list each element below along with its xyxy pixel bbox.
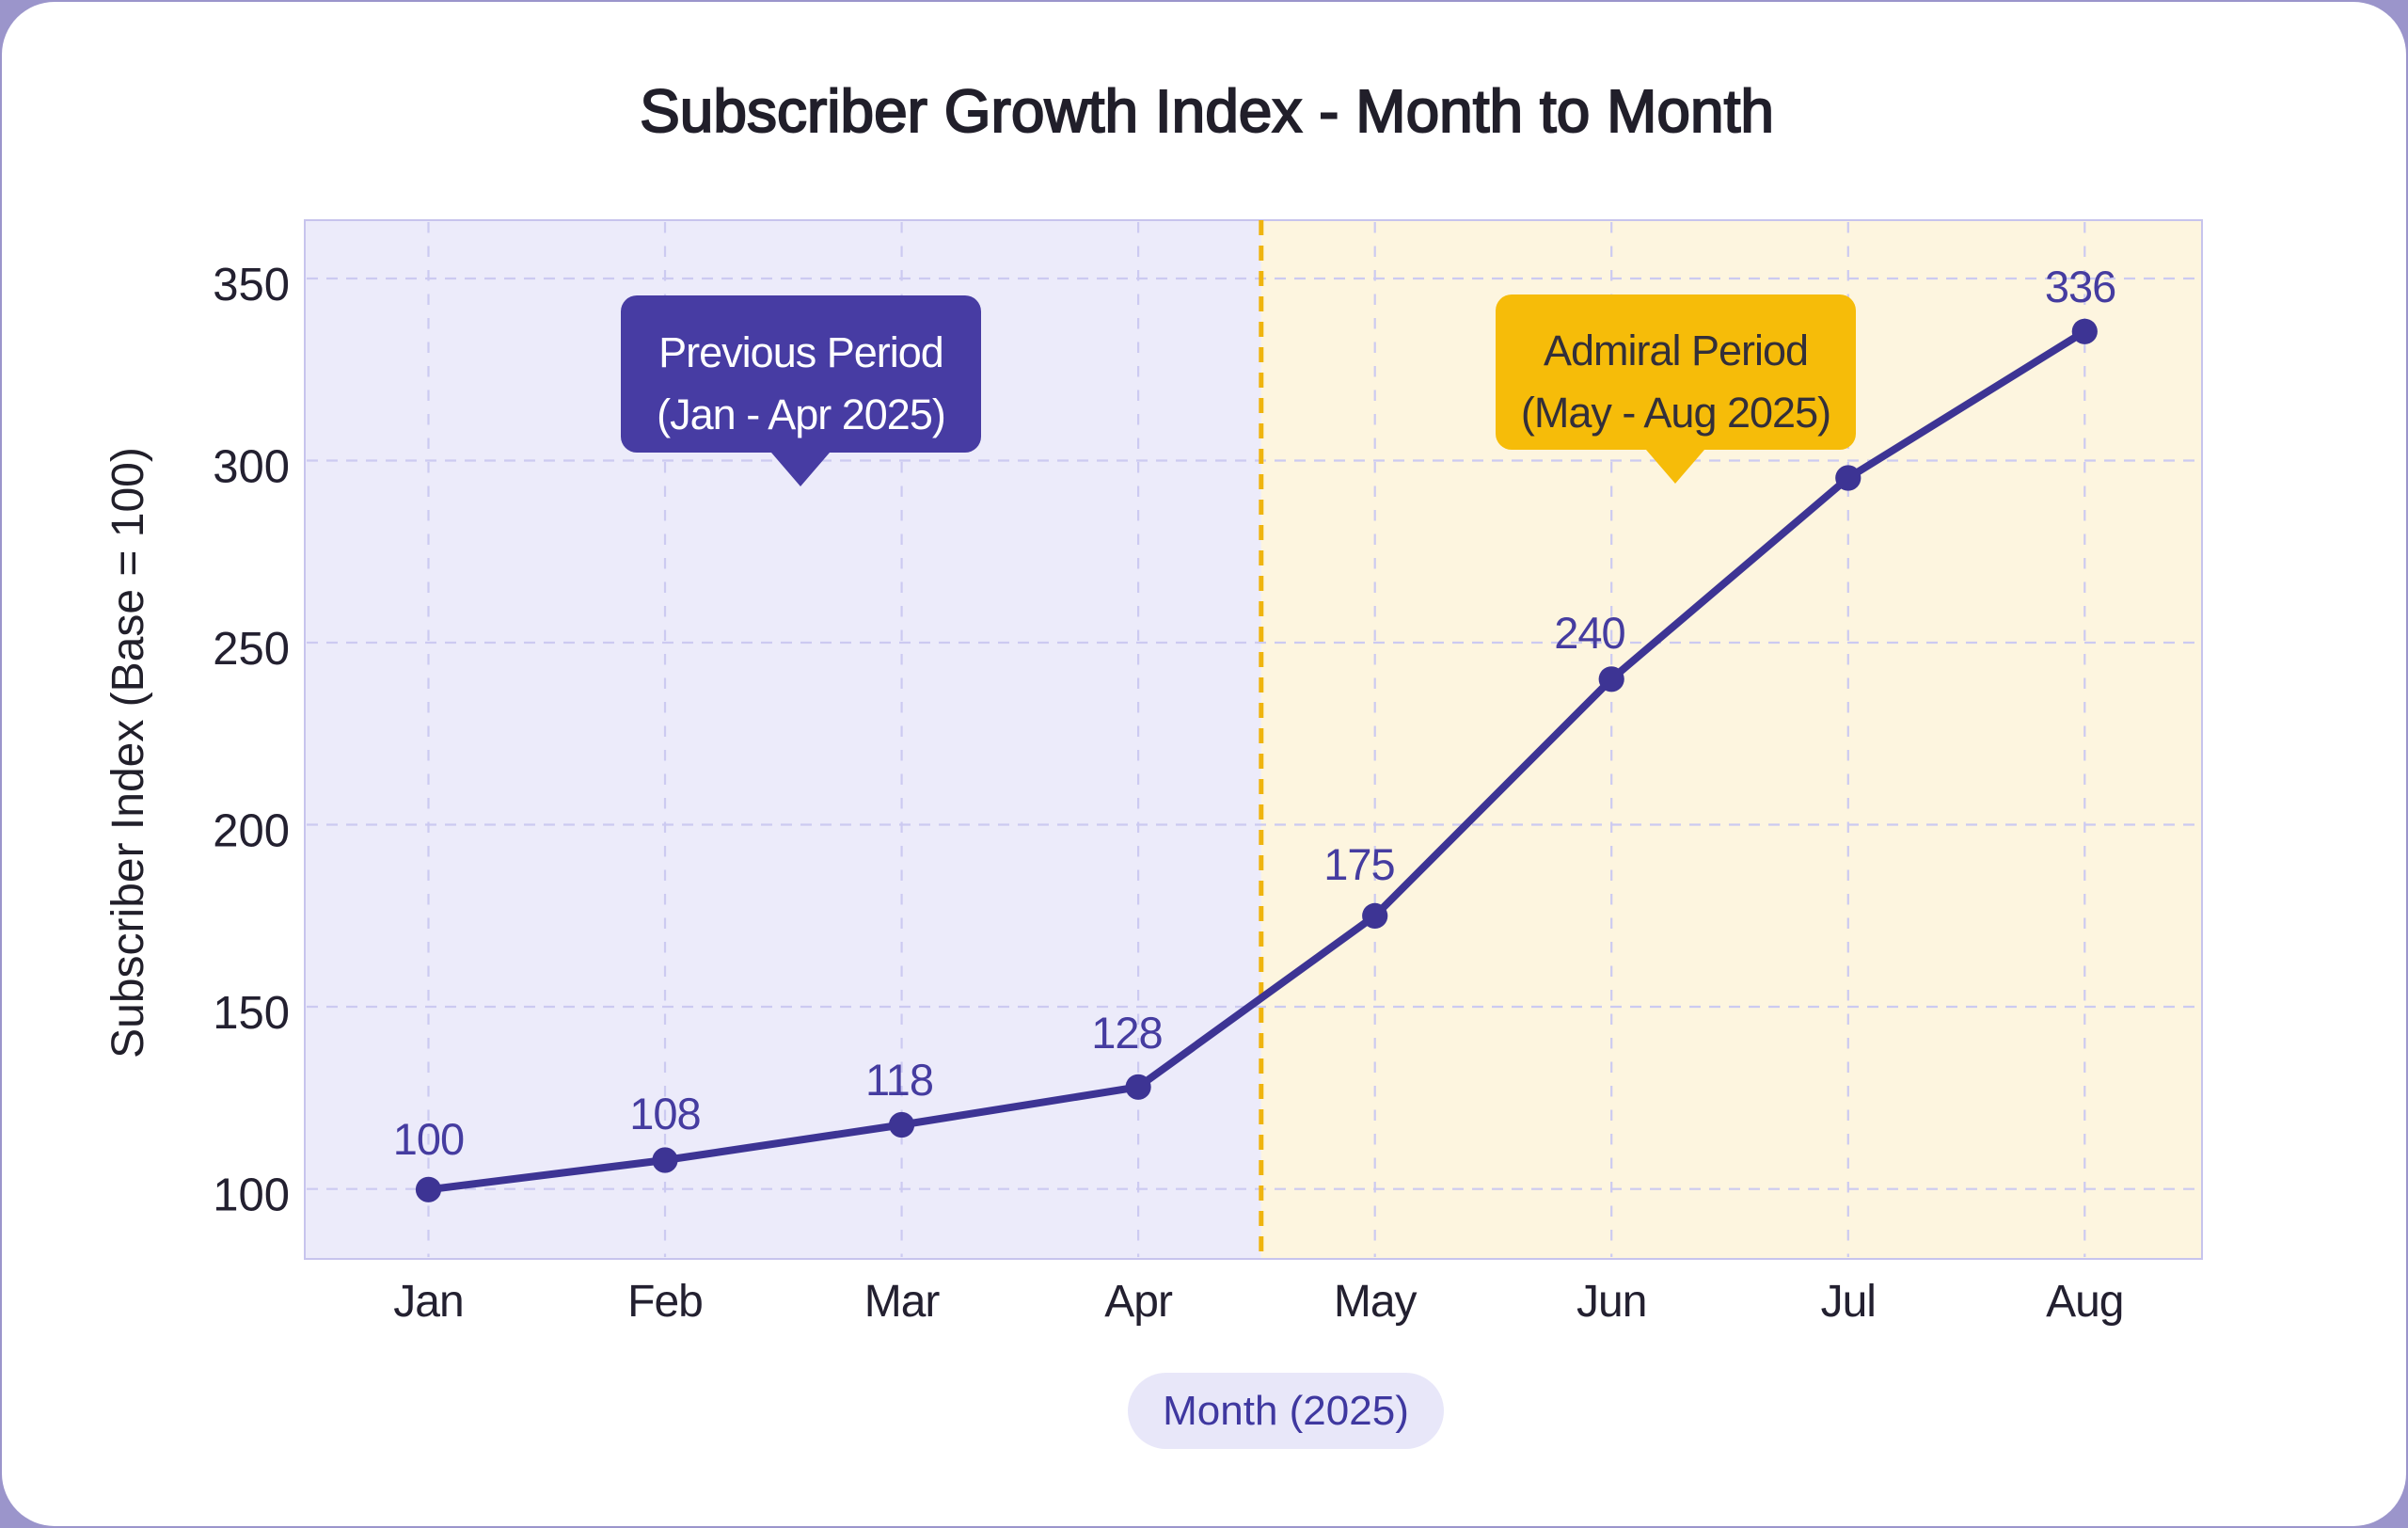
svg-text:(Jan - Apr 2025): (Jan - Apr 2025) (657, 390, 945, 438)
svg-text:Jun: Jun (1576, 1277, 1646, 1327)
svg-text:240: 240 (1554, 608, 1624, 658)
svg-text:200: 200 (213, 806, 290, 857)
svg-text:(May - Aug 2025): (May - Aug 2025) (1521, 389, 1830, 437)
svg-text:Previous Period: Previous Period (658, 328, 943, 376)
svg-text:Apr: Apr (1104, 1277, 1173, 1327)
svg-text:300: 300 (213, 442, 290, 493)
svg-text:350: 350 (213, 260, 290, 310)
svg-text:150: 150 (213, 988, 290, 1039)
svg-text:Admiral Period: Admiral Period (1544, 326, 1808, 374)
svg-text:250: 250 (213, 624, 290, 675)
svg-text:Jan: Jan (393, 1277, 463, 1327)
svg-text:Aug: Aug (2046, 1277, 2123, 1327)
svg-text:Jul: Jul (1821, 1277, 1876, 1327)
svg-text:Subscriber Index (Base = 100): Subscriber Index (Base = 100) (103, 447, 153, 1058)
svg-text:128: 128 (1091, 1008, 1162, 1058)
svg-text:Subscriber Growth Index - Mont: Subscriber Growth Index - Month to Month (640, 77, 1774, 145)
svg-text:100: 100 (213, 1170, 290, 1221)
svg-text:100: 100 (393, 1114, 464, 1164)
svg-text:336: 336 (2045, 262, 2115, 311)
svg-text:Month (2025): Month (2025) (1163, 1388, 1409, 1434)
svg-text:175: 175 (1323, 839, 1394, 889)
svg-text:118: 118 (865, 1055, 933, 1105)
svg-text:Mar: Mar (864, 1277, 941, 1327)
svg-text:Feb: Feb (627, 1277, 703, 1327)
svg-text:108: 108 (629, 1089, 700, 1138)
svg-text:May: May (1334, 1277, 1418, 1327)
